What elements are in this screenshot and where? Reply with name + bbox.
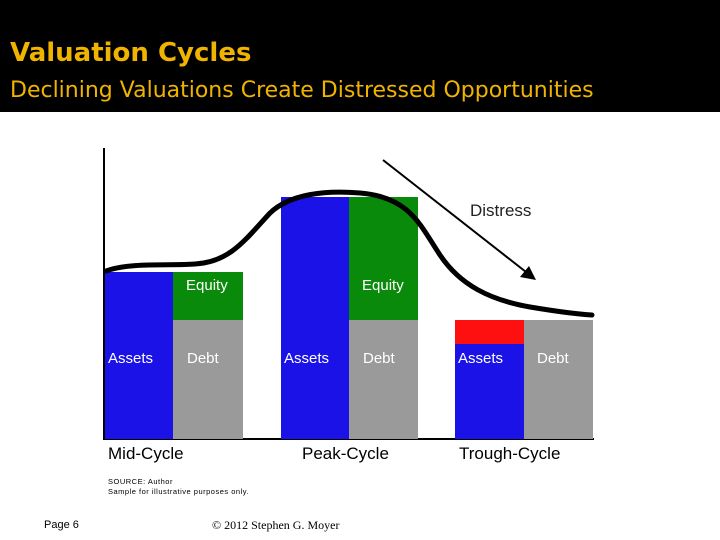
- trough-cycle-label: Trough-Cycle: [459, 444, 560, 463]
- valuation-curve: [103, 189, 595, 318]
- distress-arrowhead: [520, 266, 536, 280]
- copyright: © 2012 Stephen G. Moyer: [212, 518, 340, 532]
- mid-equity-bar: [173, 272, 243, 320]
- peak-assets-label: Assets: [284, 350, 329, 367]
- mid-debt-label: Debt: [187, 350, 220, 367]
- source-note: SOURCE: Author Sample for illustrative p…: [108, 477, 249, 497]
- mid-assets-label: Assets: [108, 350, 153, 367]
- trough-assets-label: Assets: [458, 350, 503, 367]
- trough-debt-label: Debt: [537, 350, 570, 367]
- source-line: SOURCE: Author: [108, 477, 173, 486]
- slide-header: Valuation Cycles Declining Valuations Cr…: [0, 0, 720, 112]
- mid-debt-bar: [173, 320, 243, 439]
- peak-equity-label: Equity: [362, 277, 404, 294]
- valuation-cycle-diagram: Distress Assets Equity Debt Assets Equit…: [103, 148, 595, 463]
- peak-equity-bar: [349, 197, 418, 320]
- page-number: Page 6: [44, 519, 79, 531]
- mid-assets-bar: [105, 272, 173, 439]
- mid-cycle-label: Mid-Cycle: [108, 444, 184, 463]
- trough-debt-bar: [524, 320, 593, 439]
- peak-assets-bar: [281, 197, 349, 439]
- distress-label: Distress: [470, 201, 531, 220]
- peak-debt-label: Debt: [363, 350, 396, 367]
- illustrative-note: Sample for illustrative purposes only.: [108, 487, 249, 496]
- trough-deficit-bar: [455, 320, 524, 344]
- slide-title: Valuation Cycles: [10, 38, 252, 68]
- peak-cycle-label: Peak-Cycle: [302, 444, 389, 463]
- distress-arrow-line: [382, 159, 527, 273]
- trough-assets-bar: [455, 344, 524, 439]
- mid-equity-label: Equity: [186, 277, 228, 294]
- peak-debt-bar: [349, 320, 418, 439]
- slide-subtitle: Declining Valuations Create Distressed O…: [10, 78, 594, 103]
